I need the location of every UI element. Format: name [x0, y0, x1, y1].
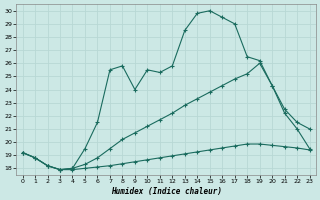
X-axis label: Humidex (Indice chaleur): Humidex (Indice chaleur)	[111, 187, 221, 196]
